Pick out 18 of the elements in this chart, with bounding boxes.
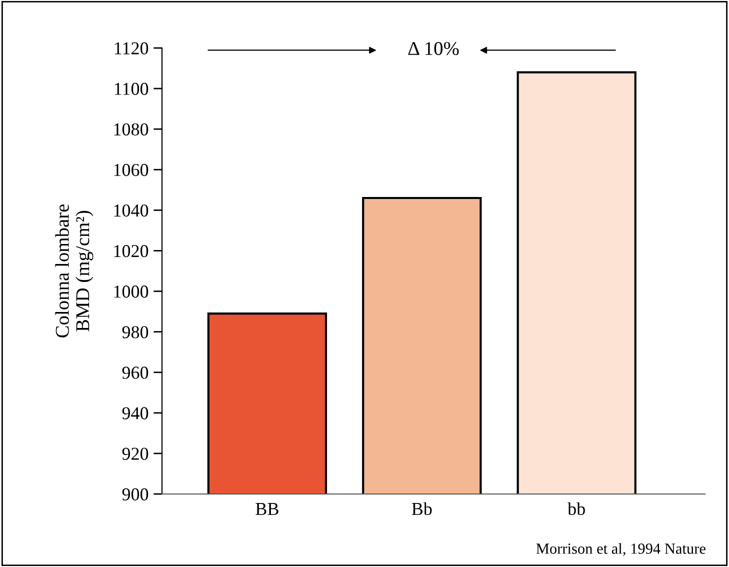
x-tick-label: Bb [412,502,432,516]
x-tick-label: bb [568,502,585,516]
y-tick-label: 1100 [114,82,148,95]
y-tick-label: 940 [122,407,148,420]
y-tick-label: 1080 [114,123,148,136]
y-tick-label: 1060 [114,164,148,176]
annotation: Δ 10% [408,42,459,56]
y-tick-label: 1020 [114,244,148,258]
y-tick-label: 960 [122,366,148,379]
text: Morrison et al, 1994 Nature [536,543,706,556]
y-axis-title: Colonna lombare BMD (mg/cm²) [55,204,94,338]
y-tick-label: 1120 [114,42,148,54]
y-tick-label: 1040 [114,204,148,217]
y-tick-label: 920 [122,448,148,460]
y-tick-label: 900 [122,488,148,500]
y-tick-label: 980 [122,326,148,338]
y-tick-label: 1000 [114,286,148,298]
x-tick-label: BB [256,503,278,515]
